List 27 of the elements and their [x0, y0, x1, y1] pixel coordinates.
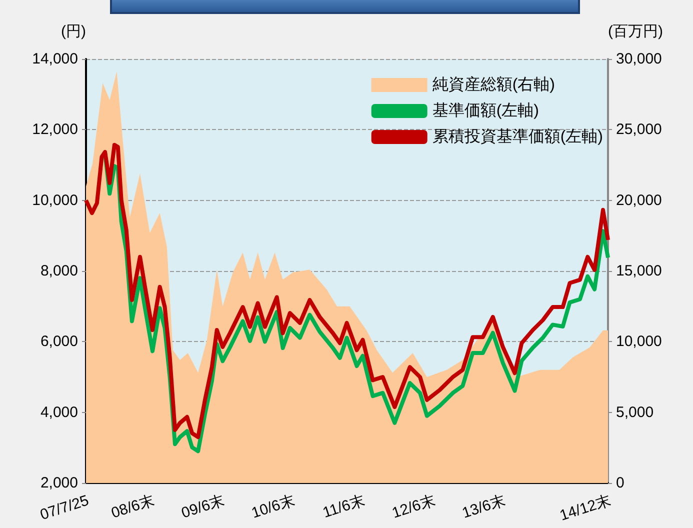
legend-label: 累積投資基準価額(左軸)	[432, 128, 603, 146]
y2-axis-title: (百万円)	[608, 23, 663, 40]
y2-tick-label: 30,000	[616, 50, 662, 68]
y2-tick-label: 15,000	[616, 262, 662, 280]
y-tick-label: 14,000	[32, 50, 78, 68]
x-tick-label: 13/6末	[460, 492, 508, 522]
x-tick-label: 08/6末	[109, 492, 156, 522]
x-tick-label: 09/6末	[179, 492, 227, 522]
y2-tick-label: 10,000	[616, 333, 662, 350]
y-axis-title: (円)	[61, 23, 86, 40]
y2-tick-label: 5,000	[616, 404, 654, 421]
y2-tick-label: 20,000	[616, 192, 662, 209]
x-tick-label: 12/6末	[390, 492, 438, 522]
y-tick-label: 4,000	[40, 404, 78, 421]
y-tick-label: 10,000	[32, 192, 78, 209]
y2-tick-label: 0	[616, 474, 624, 492]
legend-label: 純資産総額(右軸)	[432, 76, 555, 94]
y-tick-label: 12,000	[32, 121, 78, 138]
y-tick-label: 6,000	[40, 333, 78, 350]
y-tick-label: 8,000	[40, 262, 78, 280]
y-tick-label: 2,000	[40, 474, 78, 492]
x-tick-label: 11/6末	[320, 492, 367, 522]
legend-label: 基準価額(左軸)	[432, 102, 539, 120]
y2-tick-label: 25,000	[616, 121, 662, 138]
x-tick-label: 07/7/25	[38, 492, 91, 524]
x-tick-label: 10/6末	[250, 492, 297, 522]
x-tick-label: 14/12末	[558, 492, 613, 524]
